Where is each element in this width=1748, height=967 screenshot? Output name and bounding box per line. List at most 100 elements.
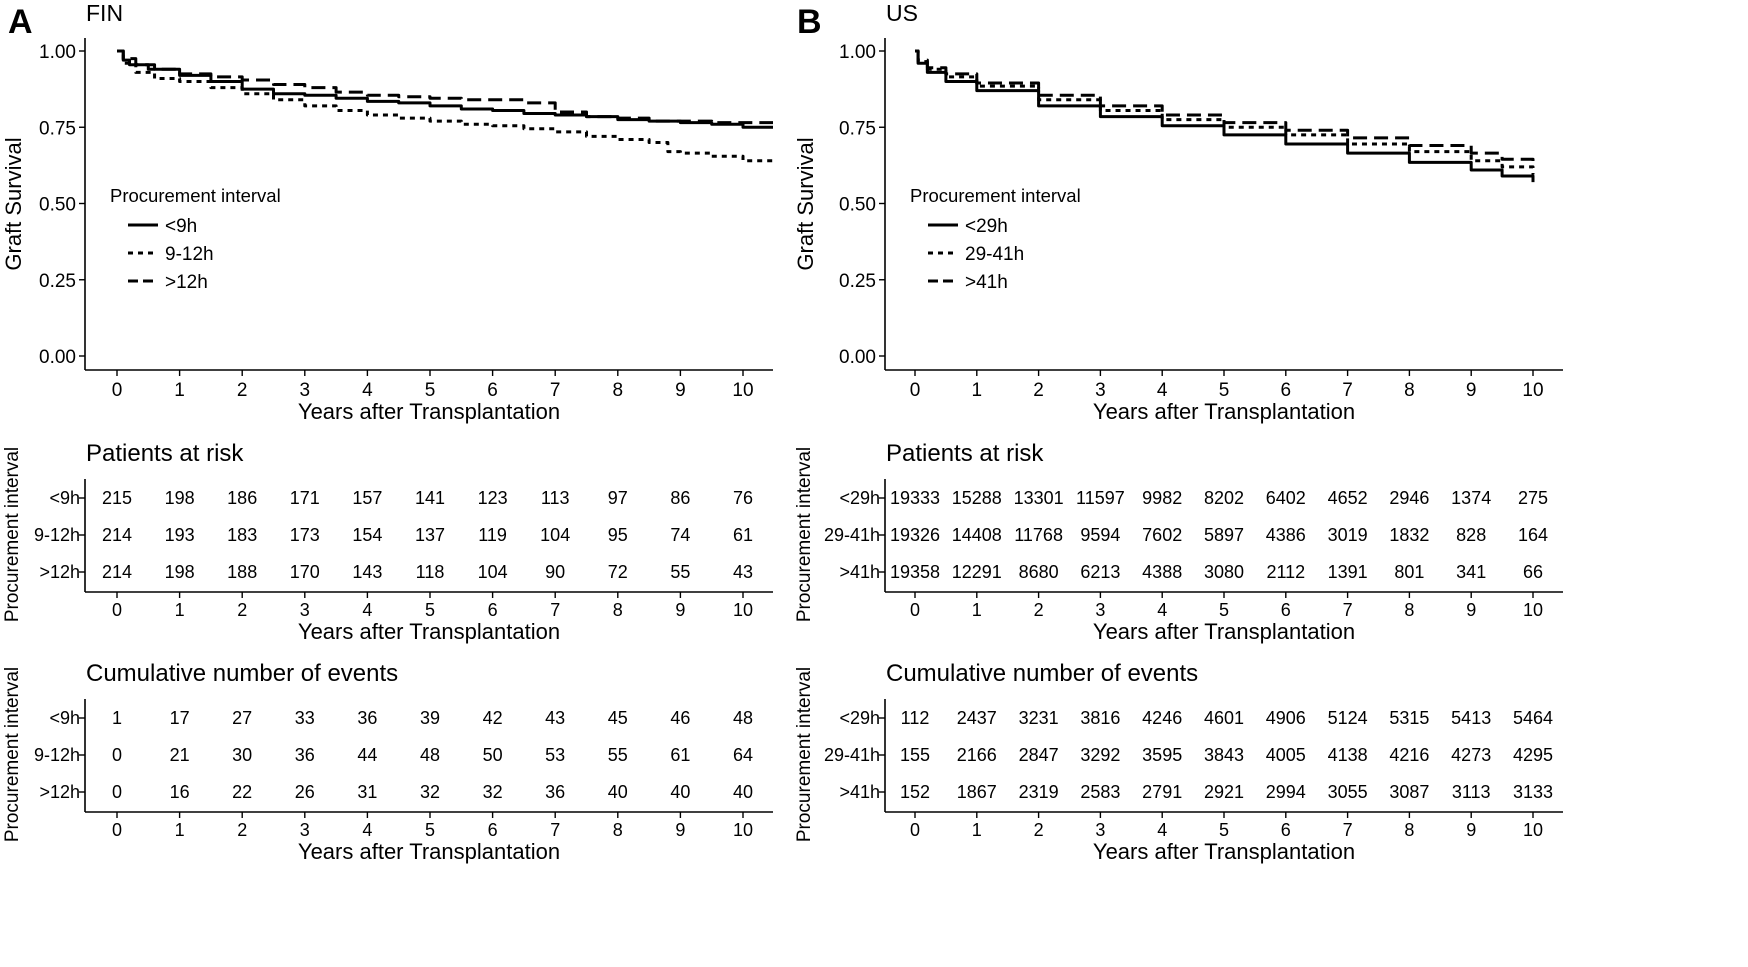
legend: Procurement interval <29h 29-41h >41h [910, 185, 1081, 293]
table-cell: 43 [733, 562, 753, 582]
table-cell: 44 [357, 745, 377, 765]
table-x-tick-label: 10 [1523, 820, 1543, 840]
x-tick-label: 7 [1342, 380, 1353, 401]
table-cell: 2921 [1204, 782, 1244, 802]
table-cell: 74 [670, 525, 690, 545]
table-x-tick-label: 6 [488, 820, 498, 840]
table-cell: 0 [112, 745, 122, 765]
table-x-tick-label: 9 [1466, 600, 1476, 620]
table-cell: 32 [483, 782, 503, 802]
x-tick-label: 1 [174, 380, 185, 401]
table-cell: 198 [165, 488, 195, 508]
table-cell: 11597 [1076, 488, 1125, 508]
table-cell: 186 [227, 488, 257, 508]
y-tick-label: 0.50 [839, 195, 876, 216]
table-cell: 46 [670, 708, 690, 728]
x-tick-label: 10 [1522, 380, 1543, 401]
row-label: <9h [49, 488, 80, 508]
table-cell: 4273 [1451, 745, 1491, 765]
x-tick-label: 0 [112, 380, 123, 401]
panel-title: US [886, 0, 918, 26]
table-cell: 2319 [1019, 782, 1059, 802]
table-cell: 8680 [1019, 562, 1059, 582]
legend-label-1: <29h [965, 216, 1008, 237]
table-cell: 11768 [1014, 525, 1063, 545]
table-x-tick-label: 5 [1219, 820, 1229, 840]
table-cell: 4216 [1389, 745, 1429, 765]
table-cell: 48 [733, 708, 753, 728]
table-x-tick-label: 4 [1157, 600, 1167, 620]
table-x-tick-label: 6 [1281, 600, 1291, 620]
table-cell: 66 [1523, 562, 1543, 582]
table-cell: 3231 [1019, 708, 1059, 728]
table-x-tick-label: 2 [237, 820, 247, 840]
x-tick-label: 5 [1219, 380, 1230, 401]
table-cell: 97 [608, 488, 628, 508]
table-cell: 3113 [1452, 782, 1491, 802]
table-cell: 154 [352, 525, 382, 545]
table-cell: 6402 [1266, 488, 1306, 508]
survival-curve-2 [915, 49, 1535, 175]
table-cell: 12291 [952, 562, 1002, 582]
x-tick-label: 2 [237, 380, 248, 401]
table-cell: 170 [290, 562, 320, 582]
table-cell: 14408 [952, 525, 1002, 545]
row-label: 9-12h [34, 525, 80, 545]
survival-curve-2 [117, 49, 775, 163]
table-cell: 2583 [1080, 782, 1120, 802]
table-cell: 72 [608, 562, 628, 582]
table-x-tick-label: 1 [175, 600, 185, 620]
y-axis-title: Graft Survival [1, 137, 26, 270]
table-cell: 33 [295, 708, 315, 728]
table-cell: 4601 [1204, 708, 1244, 728]
table-x-tick-label: 9 [1466, 820, 1476, 840]
row-label: <29h [839, 708, 880, 728]
legend: Procurement interval <9h 9-12h >12h [110, 185, 281, 293]
table-cell: 21 [170, 745, 190, 765]
table-x-tick-label: 9 [675, 820, 685, 840]
table-x-tick-label: 0 [910, 600, 920, 620]
row-label: <29h [839, 488, 880, 508]
row-label: >12h [39, 782, 80, 802]
table-cell: 113 [541, 488, 570, 508]
table-cell: 118 [416, 562, 445, 582]
table-cell: 6213 [1080, 562, 1120, 582]
table-cell: 2791 [1142, 782, 1182, 802]
table-cell: 2994 [1266, 782, 1306, 802]
legend-label-3: >12h [165, 272, 208, 293]
table-x-axis-title: Years after Transplantation [1093, 619, 1355, 644]
y-tick-label: 0.00 [839, 347, 876, 368]
table-x-tick-label: 8 [1404, 600, 1414, 620]
table-cell: 76 [733, 488, 753, 508]
table-cell: 164 [1518, 525, 1548, 545]
table-y-axis-title: Procurement interval [2, 667, 23, 842]
risk-table: Patients at risk<9h 215 198 186 171 157 141 123… [2, 440, 773, 644]
table-x-tick-label: 8 [1404, 820, 1414, 840]
table-cell: 4246 [1142, 708, 1182, 728]
x-tick-label: 4 [1157, 380, 1168, 401]
y-axis-title: Graft Survival [793, 137, 818, 270]
table-cell: 61 [733, 525, 753, 545]
table-cell: 1391 [1328, 562, 1368, 582]
y-tick-label: 0.75 [839, 118, 876, 139]
table-cell: 4388 [1142, 562, 1182, 582]
x-tick-label: 3 [300, 380, 311, 401]
table-cell: 32 [420, 782, 440, 802]
table-cell: 1832 [1389, 525, 1429, 545]
table-x-axis-title: Years after Transplantation [1093, 839, 1355, 864]
table-cell: 95 [608, 525, 628, 545]
table-cell: 275 [1518, 488, 1548, 508]
x-tick-label: 8 [613, 380, 624, 401]
table-cell: 5464 [1513, 708, 1553, 728]
table-cell: 86 [670, 488, 690, 508]
table-cell: 5413 [1451, 708, 1491, 728]
table-cell: 19358 [890, 562, 940, 582]
table-cell: 155 [900, 745, 930, 765]
table-cell: 214 [102, 525, 132, 545]
table-x-tick-label: 5 [425, 820, 435, 840]
legend-label-1: <9h [165, 216, 197, 237]
table-cell: 64 [733, 745, 753, 765]
table-title: Cumulative number of events [886, 660, 1198, 687]
